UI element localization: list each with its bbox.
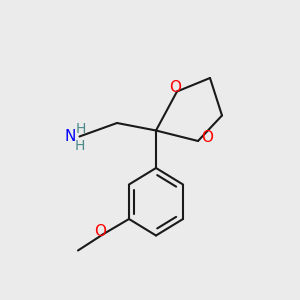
Text: O: O	[94, 224, 106, 238]
Text: O: O	[201, 130, 213, 146]
Text: O: O	[169, 80, 181, 94]
Text: H: H	[76, 122, 86, 136]
Text: H: H	[74, 139, 85, 152]
Text: N: N	[64, 129, 76, 144]
